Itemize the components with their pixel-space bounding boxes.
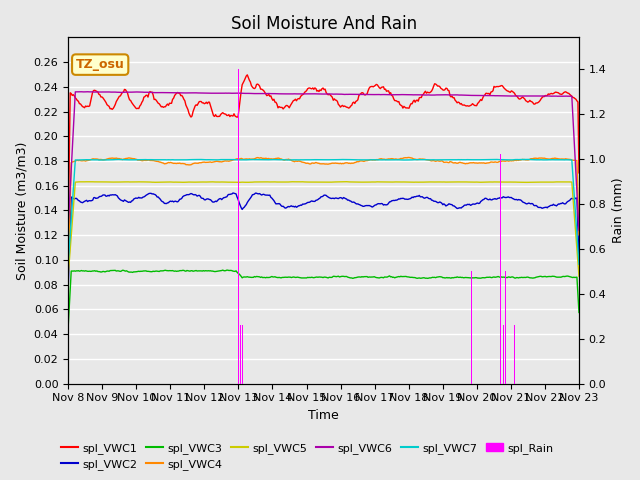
Y-axis label: Soil Moisture (m3/m3): Soil Moisture (m3/m3) xyxy=(15,141,28,280)
Bar xyxy=(500,154,502,384)
Title: Soil Moisture And Rain: Soil Moisture And Rain xyxy=(230,15,417,33)
Bar xyxy=(242,325,243,384)
X-axis label: Time: Time xyxy=(308,409,339,422)
Legend: spl_VWC1, spl_VWC2, spl_VWC3, spl_VWC4, spl_VWC5, spl_VWC6, spl_VWC7, spl_Rain: spl_VWC1, spl_VWC2, spl_VWC3, spl_VWC4, … xyxy=(57,438,557,474)
Bar xyxy=(471,271,472,384)
Bar xyxy=(237,69,239,384)
Bar xyxy=(513,325,515,384)
Bar xyxy=(505,271,506,384)
Text: TZ_osu: TZ_osu xyxy=(76,58,125,71)
Y-axis label: Rain (mm): Rain (mm) xyxy=(612,178,625,243)
Bar xyxy=(502,325,504,384)
Bar xyxy=(240,325,241,384)
